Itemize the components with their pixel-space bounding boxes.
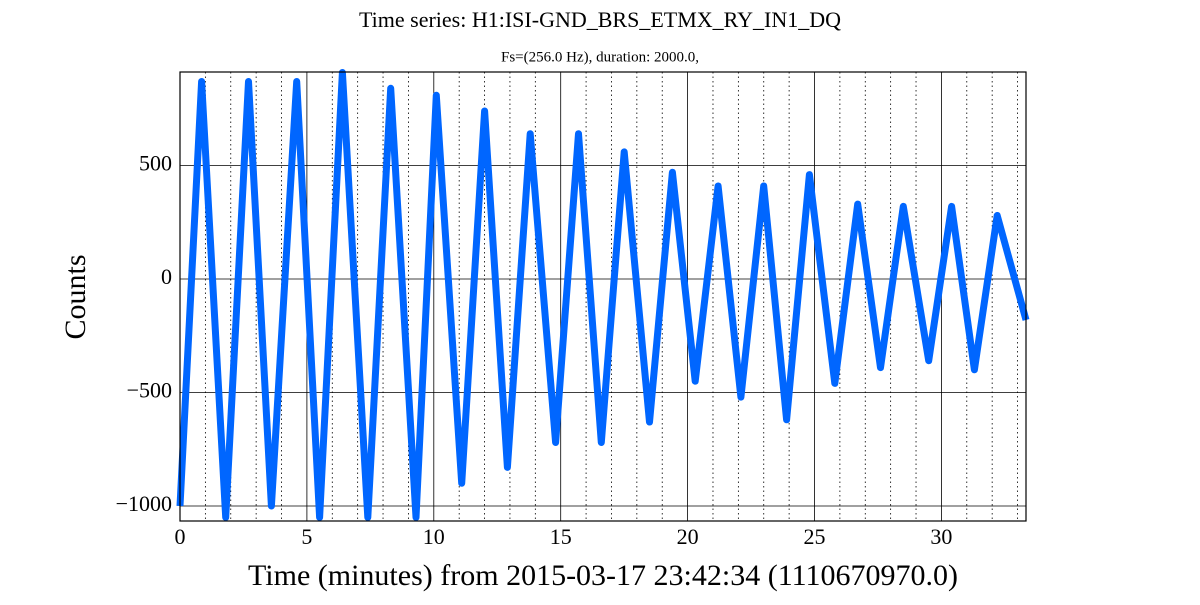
y-tick-label: 0 — [161, 264, 172, 289]
chart-title: Time series: H1:ISI-GND_BRS_ETMX_RY_IN1_… — [359, 7, 841, 32]
chart-subtitle: Fs=(256.0 Hz), duration: 2000.0, — [501, 49, 699, 65]
x-tick-label: 30 — [930, 524, 952, 549]
x-tick-label: 5 — [301, 524, 312, 549]
series-line — [176, 69, 1030, 521]
plot-frame — [179, 71, 1027, 522]
y-tick-label: 500 — [139, 151, 172, 176]
y-tick-label: −500 — [127, 378, 172, 403]
x-tick-label: 20 — [677, 524, 699, 549]
x-tick-label: 10 — [423, 524, 445, 549]
x-tick-label: 25 — [804, 524, 826, 549]
x-axis-label: Time (minutes) from 2015-03-17 23:42:34 … — [248, 559, 958, 592]
y-axis-label: Counts — [59, 254, 92, 339]
x-tick-label: 0 — [175, 524, 186, 549]
y-tick-label: −1000 — [116, 491, 172, 516]
x-tick-label: 15 — [550, 524, 572, 549]
